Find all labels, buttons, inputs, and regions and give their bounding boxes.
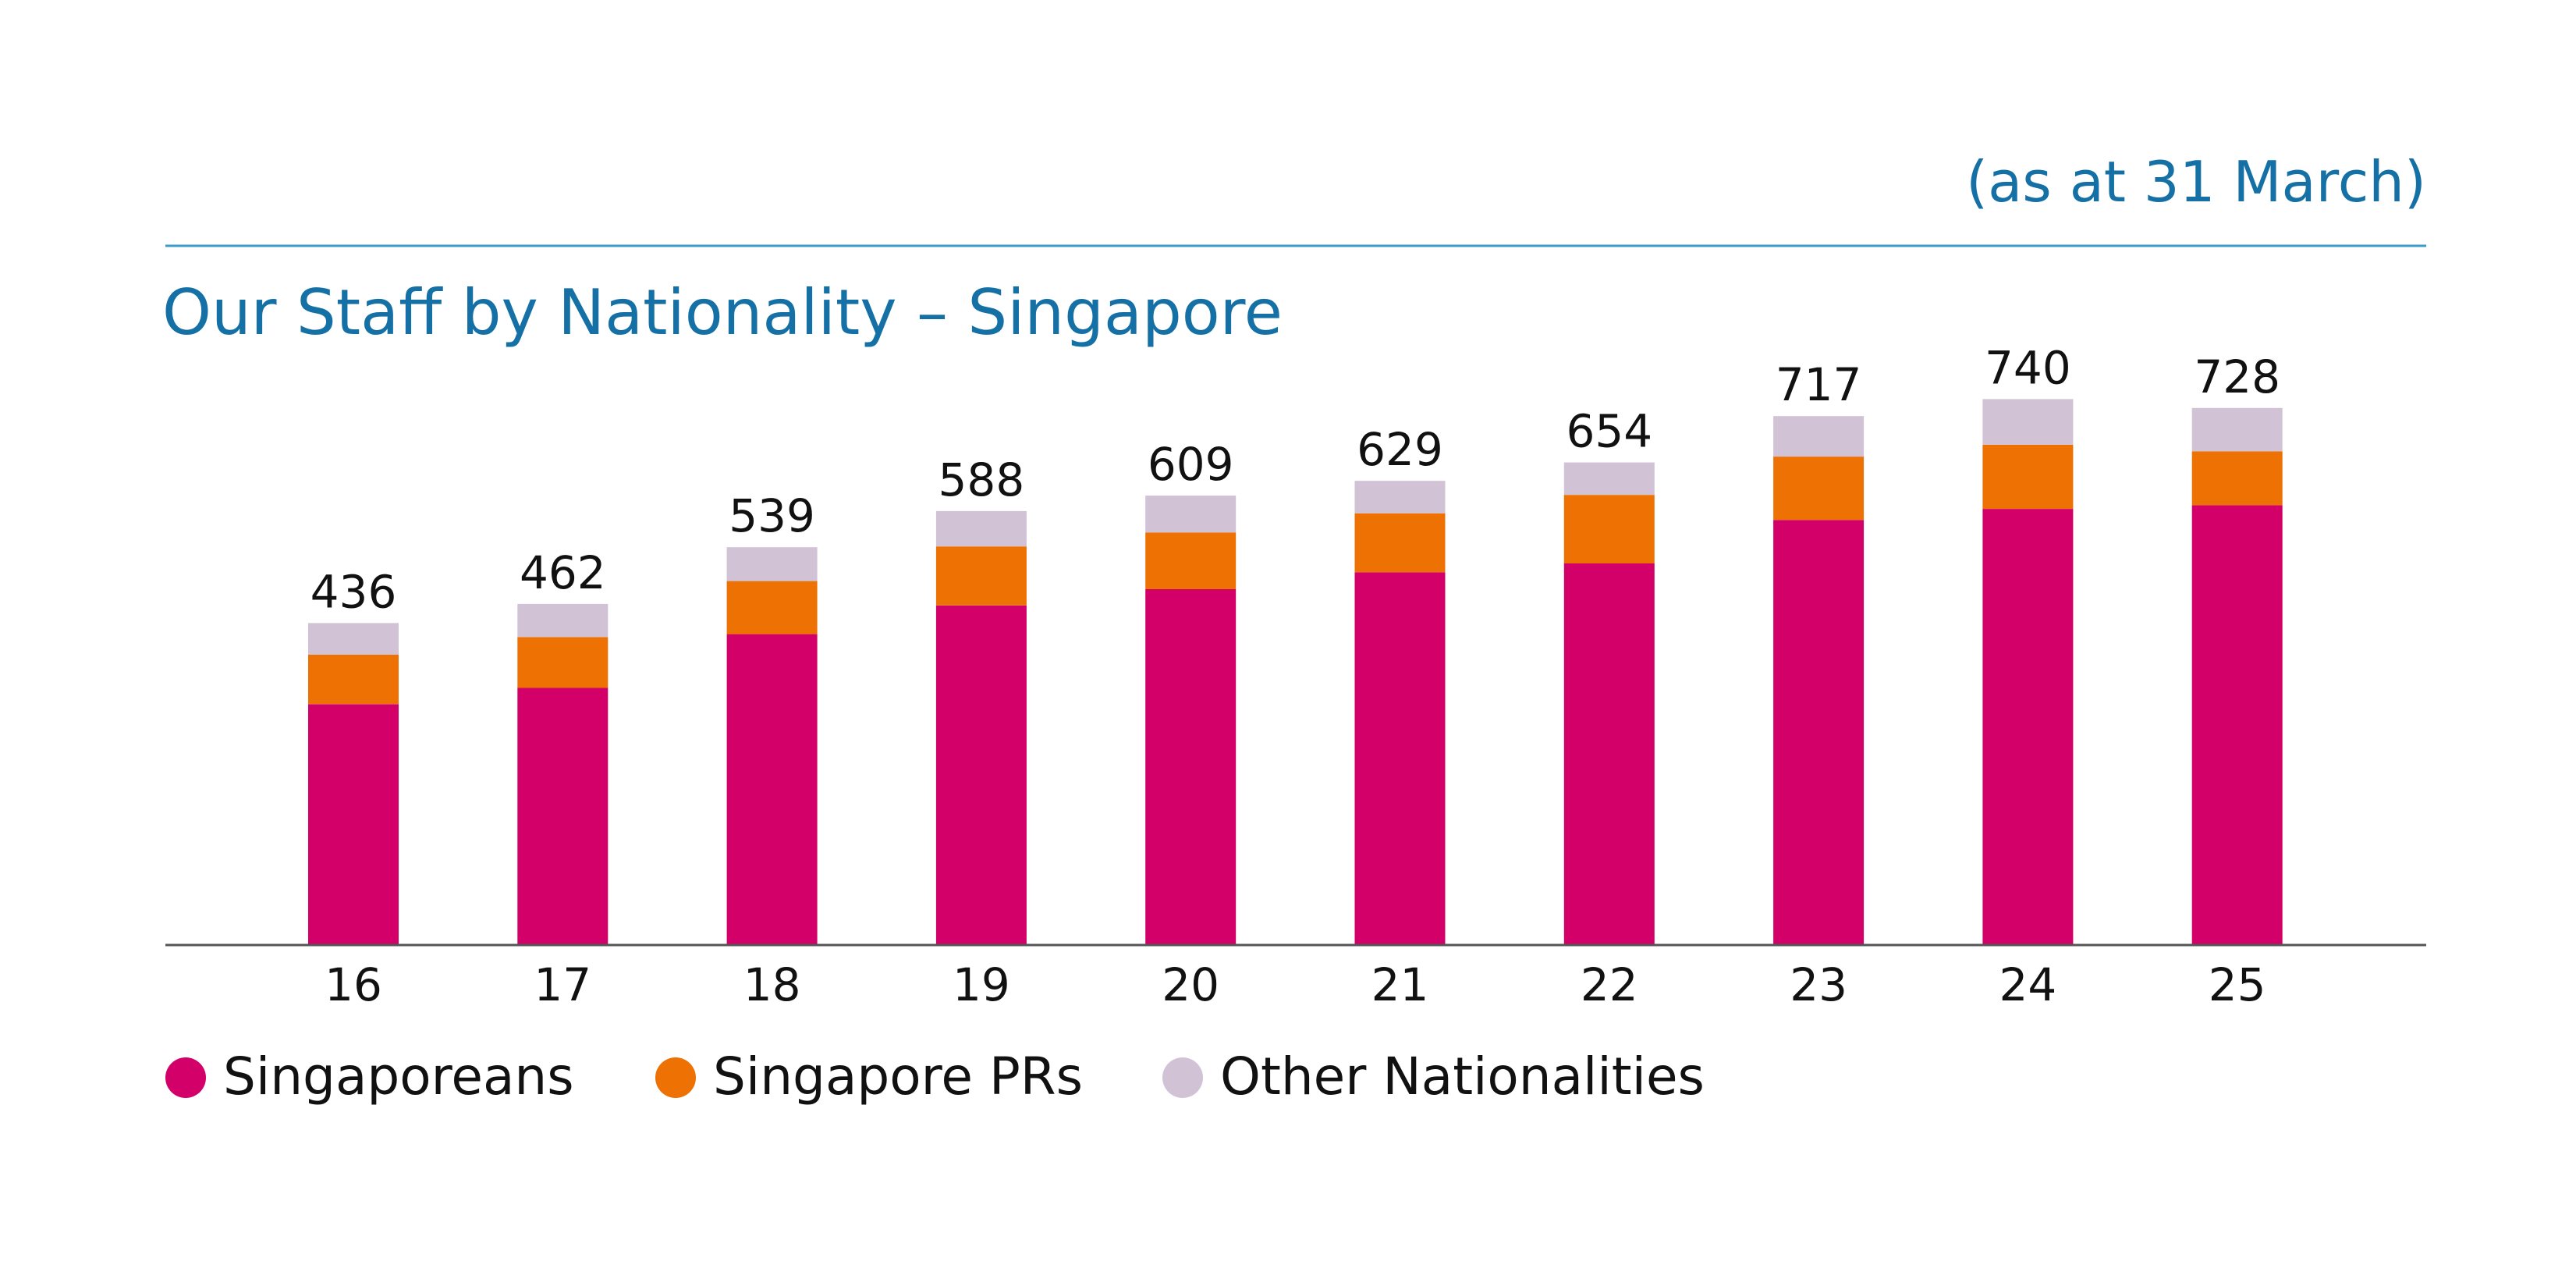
- bar-segment-other-nationalities: [1982, 399, 2074, 445]
- legend-item: Singaporeans: [165, 1046, 574, 1107]
- legend-swatch: [655, 1057, 696, 1098]
- legend: Singaporeans Singapore PRs Other Nationali…: [165, 1046, 1705, 1107]
- legend-swatch: [165, 1057, 206, 1098]
- bar-segment-other-nationalities: [308, 623, 399, 655]
- bar-segment-singaporeans: [1563, 563, 1655, 944]
- bar-stack: [2191, 407, 2283, 944]
- bar-segment-singaporeans: [517, 688, 609, 944]
- bar-stack: [1563, 462, 1655, 944]
- legend-item: Other Nationalities: [1162, 1046, 1705, 1107]
- x-tick-label: 23: [1790, 958, 1847, 1011]
- bar-segment-singapore-prs: [1982, 445, 2074, 510]
- bar-segment-singaporeans: [1354, 572, 1446, 944]
- bar-segment-other-nationalities: [1563, 462, 1655, 496]
- x-tick-label: 18: [743, 958, 801, 1011]
- legend-item: Singapore PRs: [655, 1046, 1083, 1107]
- total-label: 728: [2194, 350, 2280, 403]
- chart-title: Our Staff by Nationality – Singapore: [162, 276, 1283, 349]
- bars-group: 436 462 539 588 609 629 654 717 740 728: [308, 341, 2283, 944]
- bar-stack: [1354, 481, 1446, 944]
- bar-segment-singaporeans: [1773, 520, 1865, 944]
- bar-segment-singaporeans: [726, 634, 818, 944]
- bar-segment-singapore-prs: [308, 655, 399, 705]
- bar-segment-other-nationalities: [517, 603, 609, 638]
- bar-stack: [1982, 399, 2074, 944]
- x-tick-label: 16: [325, 958, 382, 1011]
- bar-segment-singaporeans: [308, 704, 399, 944]
- legend-label: Singaporeans: [223, 1046, 574, 1107]
- x-tick-label: 17: [534, 958, 591, 1011]
- total-label: 629: [1357, 423, 1443, 476]
- total-label: 539: [729, 489, 815, 542]
- date-note: (as at 31 March): [1966, 149, 2426, 215]
- bar-segment-singapore-prs: [1145, 532, 1237, 589]
- total-label: 588: [939, 453, 1025, 506]
- bar-segment-other-nationalities: [726, 547, 818, 581]
- legend-label: Other Nationalities: [1220, 1046, 1705, 1107]
- bar-segment-singaporeans: [1982, 509, 2074, 944]
- bar-stack: [517, 603, 609, 944]
- bar-segment-other-nationalities: [2191, 407, 2283, 452]
- bar-segment-singapore-prs: [1563, 495, 1655, 563]
- bar-segment-other-nationalities: [1145, 496, 1237, 533]
- x-tick-label: 21: [1371, 958, 1429, 1011]
- total-label: 740: [1985, 341, 2071, 394]
- bar-stack: [308, 623, 399, 944]
- bar-segment-other-nationalities: [1773, 416, 1865, 457]
- bar-segment-singaporeans: [935, 605, 1027, 944]
- bar-segment-singapore-prs: [2191, 451, 2283, 506]
- bar-segment-singapore-prs: [1773, 457, 1865, 521]
- x-tick-label: 20: [1162, 958, 1219, 1011]
- total-label: 654: [1566, 405, 1652, 458]
- total-label: 609: [1148, 438, 1234, 491]
- x-tick-labels: 16 17 18 19 20 21 22 23 24 25: [325, 958, 2266, 1011]
- bar-segment-singaporeans: [1145, 589, 1237, 944]
- bar-stack: [726, 547, 818, 944]
- bar-segment-other-nationalities: [935, 510, 1027, 547]
- legend-label: Singapore PRs: [713, 1046, 1083, 1107]
- bar-segment-singapore-prs: [517, 637, 609, 688]
- bar-segment-singaporeans: [2191, 505, 2283, 944]
- bar-segment-singapore-prs: [935, 546, 1027, 606]
- bar-segment-singapore-prs: [726, 581, 818, 634]
- x-tick-label: 19: [953, 958, 1010, 1011]
- bar-stack: [935, 510, 1027, 944]
- total-label: 717: [1776, 358, 1862, 411]
- bar-segment-other-nationalities: [1354, 481, 1446, 513]
- total-label: 462: [520, 546, 606, 599]
- bar-segment-singapore-prs: [1354, 513, 1446, 573]
- x-tick-label: 22: [1581, 958, 1638, 1011]
- bar-stack: [1145, 496, 1237, 944]
- bar-stack: [1773, 416, 1865, 944]
- x-tick-label: 24: [1999, 958, 2056, 1011]
- total-label: 436: [310, 565, 397, 618]
- legend-swatch: [1162, 1057, 1203, 1098]
- x-tick-label: 25: [2209, 958, 2266, 1011]
